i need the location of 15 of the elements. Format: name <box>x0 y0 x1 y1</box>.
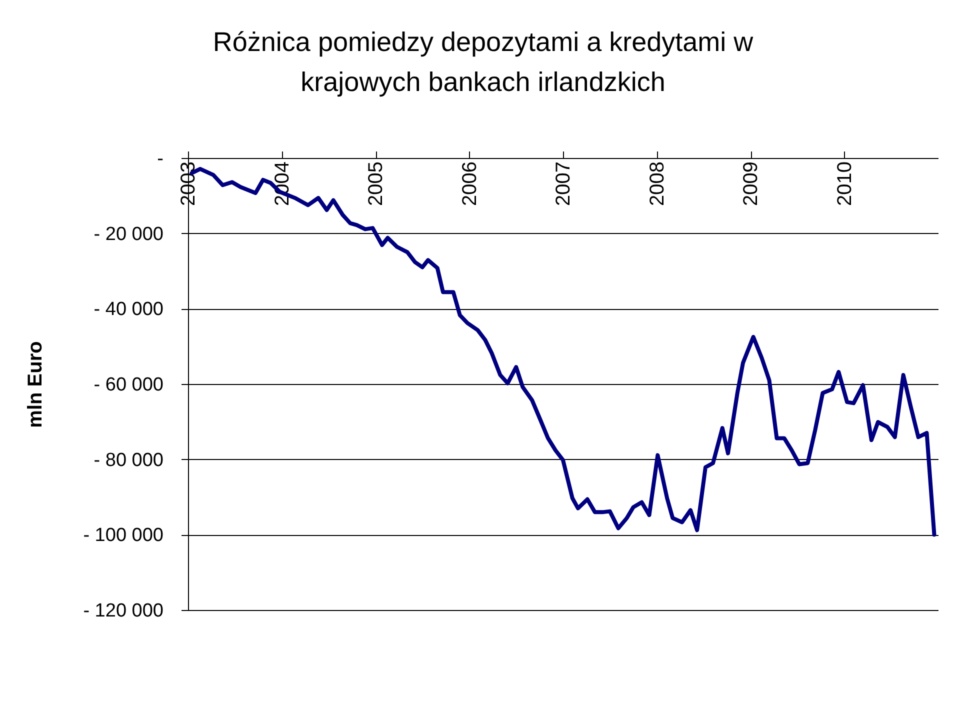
x-tick-label: 2005 <box>365 162 387 206</box>
x-tick-label: 2008 <box>646 162 668 206</box>
y-tick-label: - 120 000 <box>83 600 164 622</box>
y-tick-label: - 80 000 <box>94 450 164 471</box>
y-tick-label: - 100 000 <box>83 525 164 546</box>
y-tick-label: - <box>157 148 164 170</box>
y-tick-label: - 40 000 <box>94 299 164 320</box>
y-tick-label: - 60 000 <box>94 374 164 396</box>
x-tick-label: 2010 <box>834 162 856 206</box>
y-tick-label: - 20 000 <box>94 224 164 245</box>
x-tick-label: 2006 <box>458 162 481 206</box>
y-axis-title: mln Euro <box>24 341 46 428</box>
x-tick-label: 2007 <box>552 162 574 206</box>
chart-title: Różnica pomiedzy depozytami a kredytami w krajowych bankach irlandzkich <box>212 27 754 97</box>
x-tick-label: 2009 <box>740 162 762 206</box>
